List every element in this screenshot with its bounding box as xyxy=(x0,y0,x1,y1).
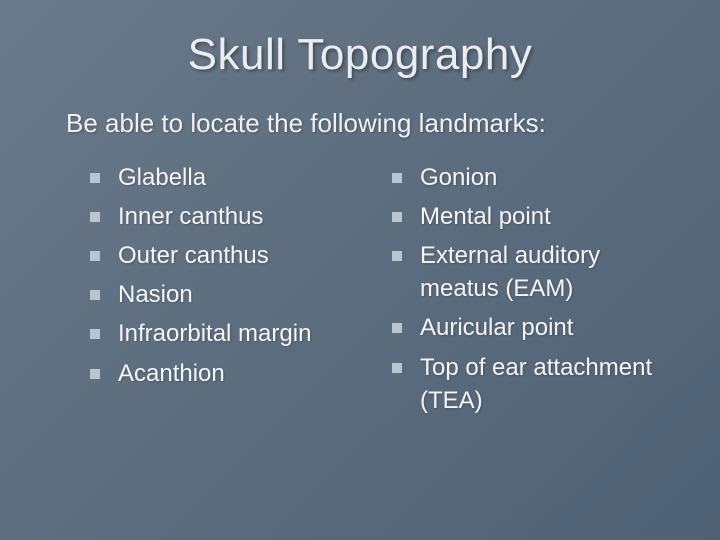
list-item-label: Glabella xyxy=(118,164,206,191)
bullet-icon xyxy=(90,212,100,222)
list-item: Acanthion xyxy=(86,357,370,390)
list-item-label: Top of ear attachment (TEA) xyxy=(420,354,652,414)
list-item: Auricular point xyxy=(388,311,672,344)
list-item: External auditory meatus (EAM) xyxy=(388,239,672,305)
list-item-label: Acanthion xyxy=(118,360,225,387)
list-item-label: Mental point xyxy=(420,203,551,230)
list-item: Inner canthus xyxy=(86,200,370,233)
left-list: Glabella Inner canthus Outer canthus Nas… xyxy=(86,161,370,390)
bullet-icon xyxy=(90,173,100,183)
list-item-label: Inner canthus xyxy=(118,203,263,230)
bullet-icon xyxy=(392,173,402,183)
list-item: Nasion xyxy=(86,278,370,311)
right-column: Gonion Mental point External auditory me… xyxy=(388,161,672,423)
list-item: Glabella xyxy=(86,161,370,194)
list-item-label: Outer canthus xyxy=(118,242,269,269)
bullet-icon xyxy=(392,323,402,333)
list-item: Top of ear attachment (TEA) xyxy=(388,351,672,417)
list-item-label: Nasion xyxy=(118,281,193,308)
bullet-icon xyxy=(90,251,100,261)
bullet-icon xyxy=(90,369,100,379)
bullet-icon xyxy=(90,329,100,339)
right-list: Gonion Mental point External auditory me… xyxy=(388,161,672,417)
bullet-icon xyxy=(392,212,402,222)
slide: Skull Topography Be able to locate the f… xyxy=(0,0,720,540)
list-item-label: Auricular point xyxy=(420,314,573,341)
content-columns: Glabella Inner canthus Outer canthus Nas… xyxy=(48,161,672,423)
bullet-icon xyxy=(392,363,402,373)
list-item: Outer canthus xyxy=(86,239,370,272)
list-item: Gonion xyxy=(388,161,672,194)
list-item: Infraorbital margin xyxy=(86,317,370,350)
bullet-icon xyxy=(90,290,100,300)
list-item-label: External auditory meatus (EAM) xyxy=(420,242,600,302)
bullet-icon xyxy=(392,251,402,261)
list-item: Mental point xyxy=(388,200,672,233)
slide-subtitle: Be able to locate the following landmark… xyxy=(66,108,672,139)
slide-title: Skull Topography xyxy=(48,30,672,80)
left-column: Glabella Inner canthus Outer canthus Nas… xyxy=(86,161,370,423)
list-item-label: Gonion xyxy=(420,164,497,191)
list-item-label: Infraorbital margin xyxy=(118,320,311,347)
